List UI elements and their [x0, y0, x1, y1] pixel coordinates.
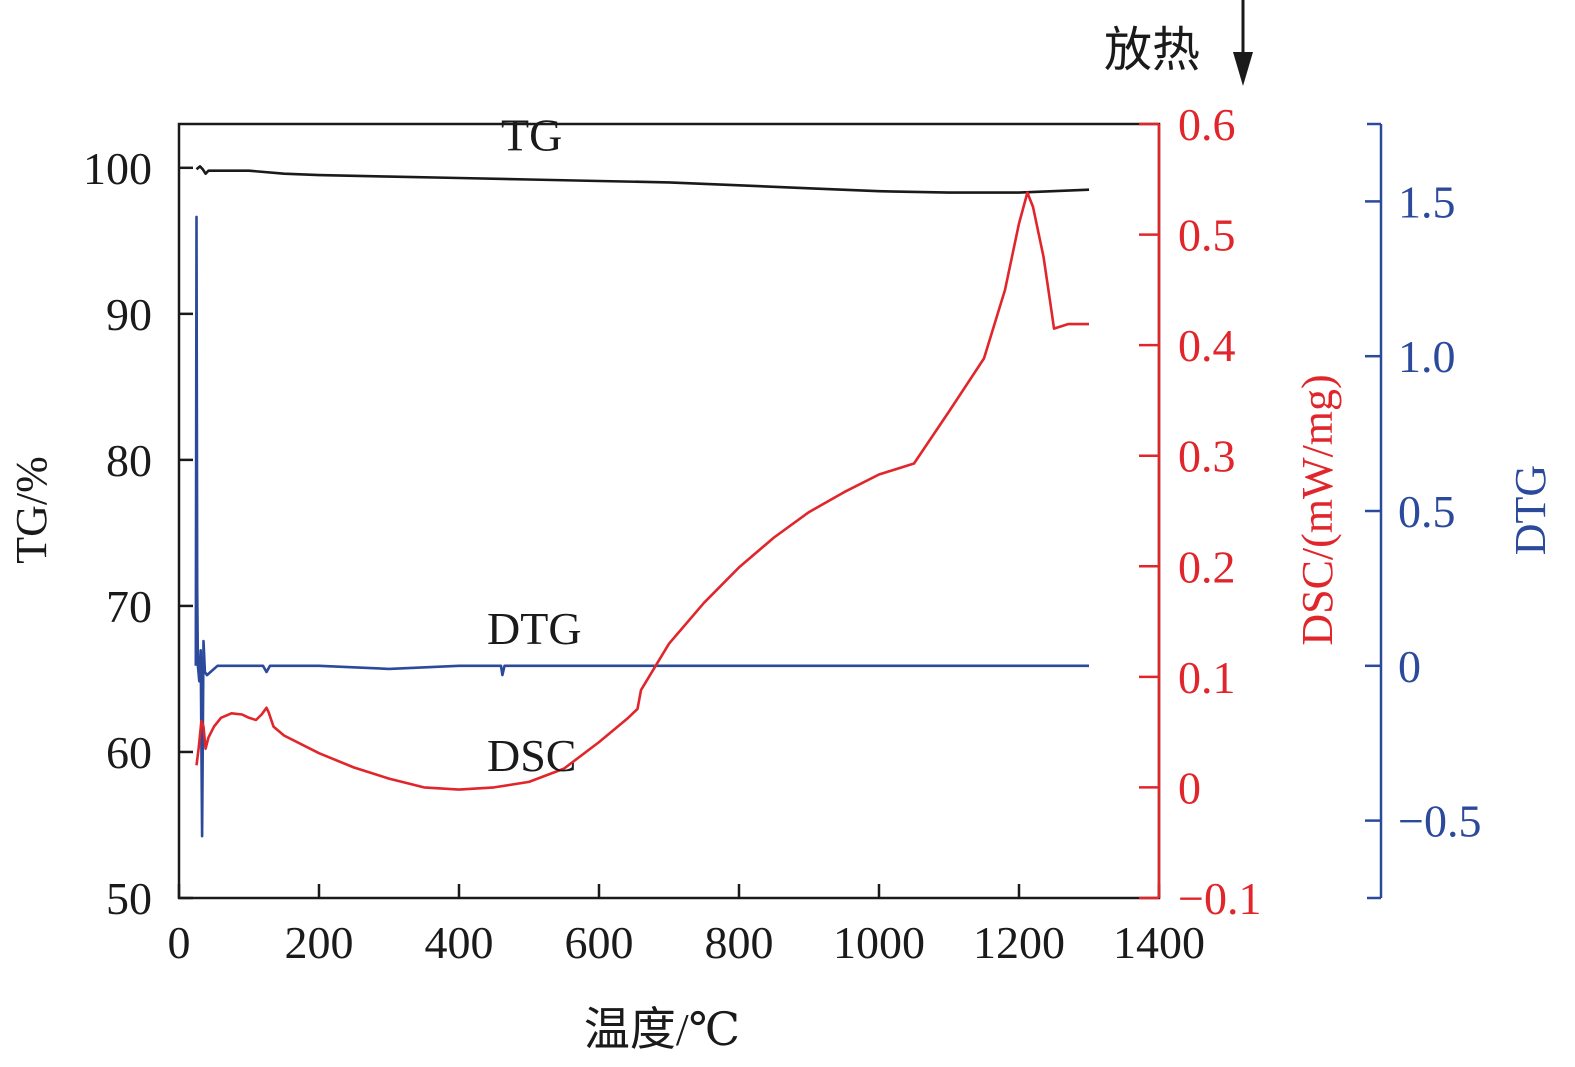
x-tick-label: 1200 — [973, 917, 1065, 968]
x-tick-label: 600 — [565, 917, 634, 968]
dsc-tick-label: 0.5 — [1178, 210, 1236, 261]
dtg-tick-label: −0.5 — [1398, 796, 1481, 847]
series-line-dsc — [195, 191, 1089, 791]
series-label-dsc: DSC — [487, 730, 576, 781]
dtg-tick-label: 0.5 — [1398, 486, 1456, 537]
dsc-axis: −0.1 0 0.1 0.2 0.3 0.4 0.5 0.6 — [1139, 99, 1261, 924]
tg-tick-label: 50 — [106, 873, 152, 924]
exotherm-annotation: 放热 — [1104, 24, 1200, 77]
x-tick-label: 400 — [425, 917, 494, 968]
dsc-tick-label: 0.4 — [1178, 320, 1236, 371]
x-axis: 0 200 400 600 800 1000 1200 1400 — [168, 884, 1205, 968]
x-tick-label: 200 — [285, 917, 354, 968]
tg-tick-label: 60 — [106, 727, 152, 778]
dtg-tick-label: 1.0 — [1398, 331, 1456, 382]
x-tick-label: 1400 — [1113, 917, 1205, 968]
series-labels: TG DTG DSC — [487, 109, 582, 781]
dtg-axis: −0.5 0 0.5 1.0 1.5 — [1365, 122, 1481, 900]
series-label-tg: TG — [501, 109, 562, 160]
dsc-tick-label: 0 — [1178, 762, 1201, 813]
dtg-tick-label: 0 — [1398, 641, 1421, 692]
dsc-tick-label: 0.2 — [1178, 541, 1236, 592]
series-line-tg — [195, 165, 1090, 194]
dsc-tick-label: 0.1 — [1178, 652, 1236, 703]
exotherm-arrow-icon — [1233, 0, 1253, 86]
tg-tick-label: 80 — [106, 435, 152, 486]
tg-axis: 50 60 70 80 90 100 — [83, 143, 193, 924]
series-group — [194, 165, 1090, 838]
x-tick-label: 800 — [705, 917, 774, 968]
x-tick-label: 1000 — [833, 917, 925, 968]
plot-frame — [177, 122, 1161, 900]
dsc-tick-label: 0.3 — [1178, 431, 1236, 482]
dsc-axis-title: DSC/(mW/mg) — [1293, 374, 1342, 645]
tg-tick-label: 100 — [83, 143, 152, 194]
tg-tick-label: 90 — [106, 289, 152, 340]
series-label-dtg: DTG — [487, 603, 582, 654]
series-line-dtg — [194, 215, 1089, 838]
x-tick-label: 0 — [168, 917, 191, 968]
x-axis-title: 温度/℃ — [584, 1004, 740, 1055]
dsc-tick-label: 0.6 — [1178, 99, 1236, 150]
dtg-tick-label: 1.5 — [1398, 176, 1456, 227]
tg-axis-title: TG/% — [7, 456, 56, 564]
dsc-tick-label: −0.1 — [1178, 873, 1261, 924]
tg-tick-label: 70 — [106, 581, 152, 632]
dtg-axis-title: DTG — [1506, 465, 1555, 555]
